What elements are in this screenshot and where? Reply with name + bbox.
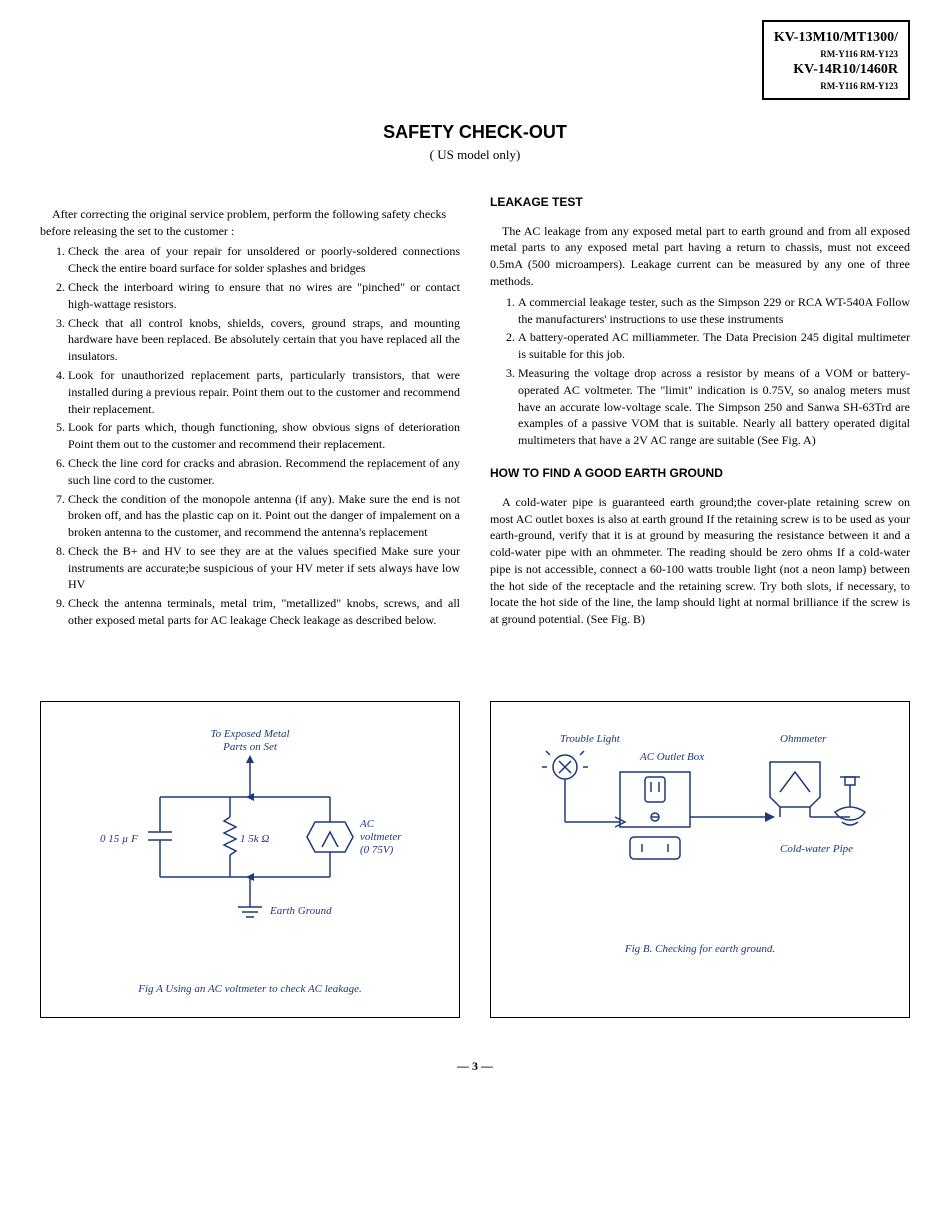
- page-title: SAFETY CHECK-OUT: [40, 120, 910, 145]
- svg-text:To Exposed Metal: To Exposed Metal: [210, 728, 289, 740]
- check-item: Check the condition of the monopole ante…: [68, 491, 460, 541]
- check-item: Check the interboard wiring to ensure th…: [68, 279, 460, 313]
- check-item: Check the area of your repair for unsold…: [68, 243, 460, 277]
- trouble-light-label: Trouble Light: [560, 733, 621, 745]
- check-item: Look for parts which, though functioning…: [68, 419, 460, 453]
- cap-value-label: 0 15 µ F: [100, 833, 138, 845]
- svg-text:voltmeter: voltmeter: [360, 831, 402, 843]
- model-line-1: KV-13M10/MT1300/: [774, 28, 898, 48]
- earth-heading: HOW TO FIND A GOOD EARTH GROUND: [490, 465, 910, 482]
- figure-b-box: Trouble Light Ohmmeter AC Outlet Box: [490, 701, 910, 1018]
- earth-body: A cold-water pipe is guaranteed earth gr…: [490, 494, 910, 628]
- method-item: Measuring the voltage drop across a resi…: [518, 365, 910, 449]
- svg-text:(0 75V): (0 75V): [360, 844, 394, 856]
- figure-a-caption: Fig A Using an AC voltmeter to check AC …: [56, 982, 444, 997]
- method-item: A commercial leakage tester, such as the…: [518, 294, 910, 328]
- figure-a-box: To Exposed Metal Parts on Set 0 15 µ F 1…: [40, 701, 460, 1018]
- model-header-box: KV-13M10/MT1300/ RM-Y116 RM-Y123 KV-14R1…: [762, 20, 910, 100]
- leakage-intro: The AC leakage from any exposed metal pa…: [490, 223, 910, 290]
- remotes-line-2: RM-Y116 RM-Y123: [774, 80, 898, 93]
- remotes-line-1: RM-Y116 RM-Y123: [774, 48, 898, 61]
- page-number-value: 3: [472, 1059, 478, 1073]
- leakage-heading: LEAKAGE TEST: [490, 194, 910, 211]
- outlet-label: AC Outlet Box: [639, 751, 704, 763]
- model-line-2: KV-14R10/1460R: [774, 60, 898, 80]
- svg-text:Parts on Set: Parts on Set: [222, 741, 278, 753]
- right-column: LEAKAGE TEST The AC leakage from any exp…: [490, 194, 910, 641]
- check-item: Look for unauthorized replacement parts,…: [68, 367, 460, 417]
- safety-check-list: Check the area of your repair for unsold…: [40, 243, 460, 629]
- page-number: — 3 —: [40, 1058, 910, 1075]
- intro-paragraph: After correcting the original service pr…: [40, 206, 460, 240]
- two-column-body: After correcting the original service pr…: [40, 194, 910, 641]
- res-value-label: 1 5k Ω: [240, 833, 269, 845]
- ground-label: Earth Ground: [269, 905, 332, 917]
- check-item: Check the line cord for cracks and abras…: [68, 455, 460, 489]
- method-item: A battery-operated AC milliammeter. The …: [518, 329, 910, 363]
- pipe-label: Cold-water Pipe: [780, 843, 853, 855]
- figure-a-diagram: To Exposed Metal Parts on Set 0 15 µ F 1…: [70, 722, 430, 962]
- left-column: After correcting the original service pr…: [40, 194, 460, 641]
- figure-b-caption: Fig B. Checking for earth ground.: [506, 942, 894, 957]
- check-item: Check the antenna terminals, metal trim,…: [68, 595, 460, 629]
- figure-b-diagram: Trouble Light Ohmmeter AC Outlet Box: [520, 722, 880, 922]
- check-item: Check the B+ and HV to see they are at t…: [68, 543, 460, 593]
- page-subtitle: ( US model only): [40, 146, 910, 164]
- figures-row: To Exposed Metal Parts on Set 0 15 µ F 1…: [40, 701, 910, 1018]
- ohmmeter-label: Ohmmeter: [780, 733, 827, 745]
- check-item: Check that all control knobs, shields, c…: [68, 315, 460, 365]
- svg-text:AC: AC: [359, 818, 375, 830]
- leakage-methods-list: A commercial leakage tester, such as the…: [490, 294, 910, 449]
